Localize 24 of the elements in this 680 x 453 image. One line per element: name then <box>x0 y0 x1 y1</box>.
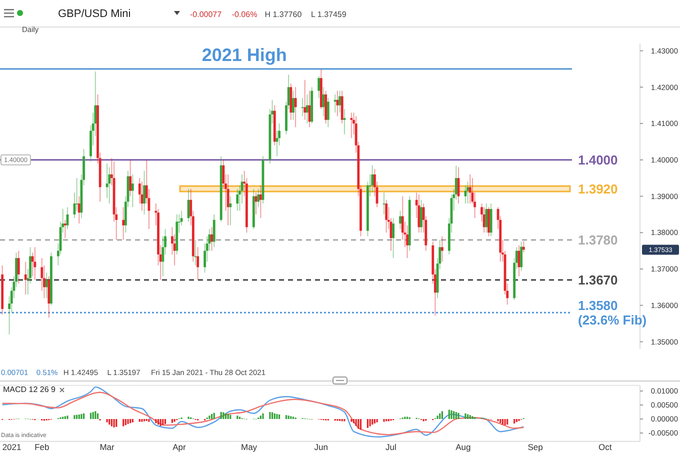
x-tick-label: Aug <box>456 442 471 452</box>
band-label: 1.3920 <box>578 181 618 196</box>
ref-line-label: 1.3670 <box>578 272 618 288</box>
text: H 1.37760 <box>264 10 302 19</box>
text: L 1.37459 <box>311 10 347 19</box>
x-tick-label: Mar <box>100 442 115 452</box>
line-series <box>2 386 524 438</box>
annotation: 2021 High <box>202 44 287 65</box>
chart-title: MACD 12 26 9 <box>3 385 56 394</box>
x-tick-label: Feb <box>34 442 50 452</box>
ref-line-label: 1.3580 (23.6% Fib) <box>578 298 647 328</box>
x-tick-label: Sep <box>528 442 544 452</box>
line-series <box>2 392 524 436</box>
x-tick-label: Jun <box>314 442 328 452</box>
x-tick-label: Jul <box>386 442 397 452</box>
ref-line-label: 1.4000 <box>578 152 618 168</box>
x-tick-label: 2021 <box>2 442 22 452</box>
ref-line-label: 1.3780 <box>578 232 618 248</box>
chart-title: GBP/USD Mini <box>58 8 131 20</box>
text: -0.06% <box>232 10 258 19</box>
text: -0.00077 <box>190 10 222 19</box>
x-tick-label: Oct <box>598 442 612 452</box>
x-tick-label: May <box>240 442 258 452</box>
x-tick-label: Apr <box>172 442 186 452</box>
